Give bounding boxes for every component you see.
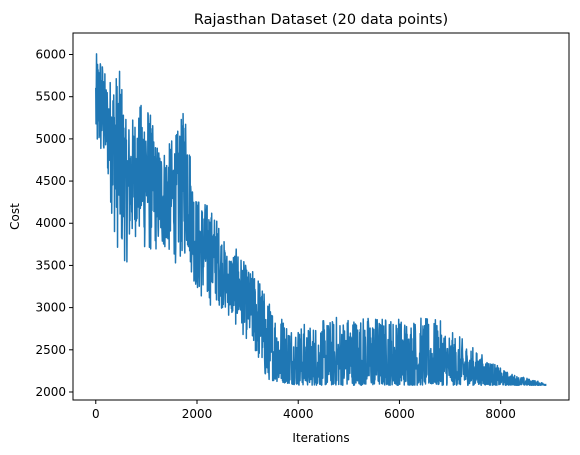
x-tick-label: 0 [92, 407, 100, 421]
y-axis: 2000 2500 3000 3500 4000 4500 5000 5500 6000 [35, 48, 73, 399]
y-axis-label: Cost [8, 203, 22, 230]
y-tick-label: 4500 [35, 174, 66, 188]
y-tick-label: 4000 [35, 216, 66, 230]
y-tick-label: 3500 [35, 258, 66, 272]
plot-area [72, 32, 570, 401]
x-axis: 0 2000 4000 6000 8000 [92, 400, 516, 421]
series-layer [95, 53, 547, 386]
x-axis-label: Iterations [292, 431, 349, 445]
chart-title: Rajasthan Dataset (20 data points) [194, 12, 448, 28]
x-tick-label: 2000 [182, 407, 213, 421]
y-tick-label: 6000 [35, 48, 66, 62]
y-tick-label: 3000 [35, 301, 66, 315]
x-tick-label: 4000 [283, 407, 314, 421]
y-tick-label: 5500 [35, 90, 66, 104]
y-tick-label: 2500 [35, 343, 66, 357]
y-tick-label: 2000 [35, 385, 66, 399]
plot-frame [72, 32, 570, 401]
y-tick-label: 5000 [35, 132, 66, 146]
x-tick-label: 8000 [485, 407, 516, 421]
x-tick-label: 6000 [384, 407, 415, 421]
cost-series-line [95, 53, 547, 386]
